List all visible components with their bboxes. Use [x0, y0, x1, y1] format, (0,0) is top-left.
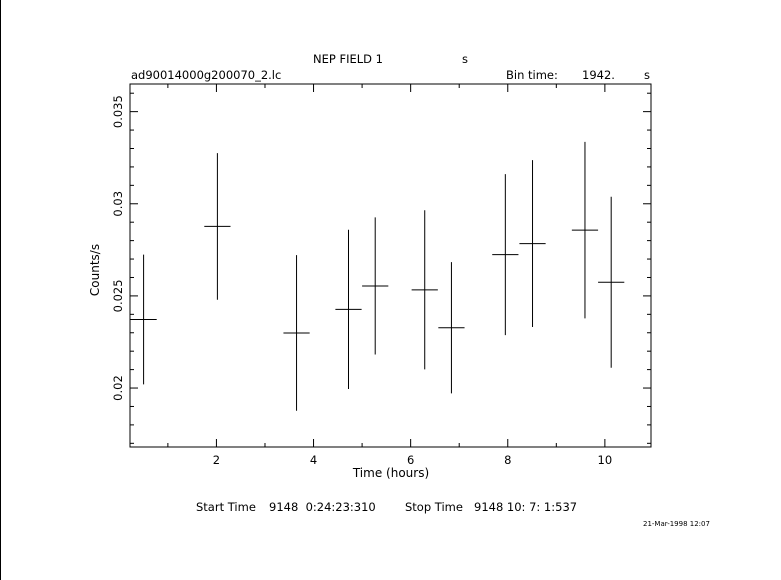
left-border-line: [0, 0, 1, 580]
x-tick-label: 10: [598, 453, 613, 467]
data-point: [204, 153, 231, 300]
y-tick-label: 0.02: [111, 375, 125, 401]
start-time-label: Start Time: [196, 500, 256, 514]
data-point: [411, 210, 438, 370]
data-point: [571, 141, 599, 319]
data-point: [438, 262, 465, 394]
axis-ticks: [130, 84, 651, 447]
data-point: [598, 196, 625, 368]
data-point: [335, 229, 362, 389]
bin-time-label: Bin time:: [506, 68, 558, 82]
plot-title: NEP FIELD 1: [313, 52, 383, 66]
bin-time-unit: s: [644, 68, 650, 82]
data-points: [130, 141, 625, 411]
start-time-value: 9148 0:24:23:310: [269, 500, 376, 514]
data-point: [492, 174, 519, 336]
data-point: [362, 217, 389, 355]
stop-time-label: Stop Time: [405, 500, 463, 514]
plot-title-suffix: s: [462, 52, 468, 66]
y-tick-label: 0.025: [111, 279, 125, 312]
x-axis-label: Time (hours): [352, 466, 429, 480]
date-stamp: 21-Mar-1998 12:07: [643, 520, 710, 528]
y-tick-label: 0.035: [111, 95, 125, 128]
data-point: [283, 255, 310, 411]
x-tick-label: 2: [213, 453, 220, 467]
data-point: [519, 160, 546, 328]
bin-time-value: 1942.: [582, 68, 615, 82]
axis-tick-labels: 2 4 6 8 10 0.02 0.025 0.03 0.035: [111, 95, 612, 467]
y-axis-label: Counts/s: [88, 244, 102, 296]
stop-time-value: 9148 10: 7: 1:537: [474, 500, 578, 514]
data-point: [130, 254, 157, 385]
x-tick-label: 4: [310, 453, 317, 467]
x-tick-label: 8: [504, 453, 511, 467]
plot-frame: [129, 83, 652, 448]
file-name: ad90014000g200070_2.lc: [131, 68, 282, 82]
y-tick-label: 0.03: [111, 191, 125, 217]
x-tick-label: 6: [407, 453, 414, 467]
